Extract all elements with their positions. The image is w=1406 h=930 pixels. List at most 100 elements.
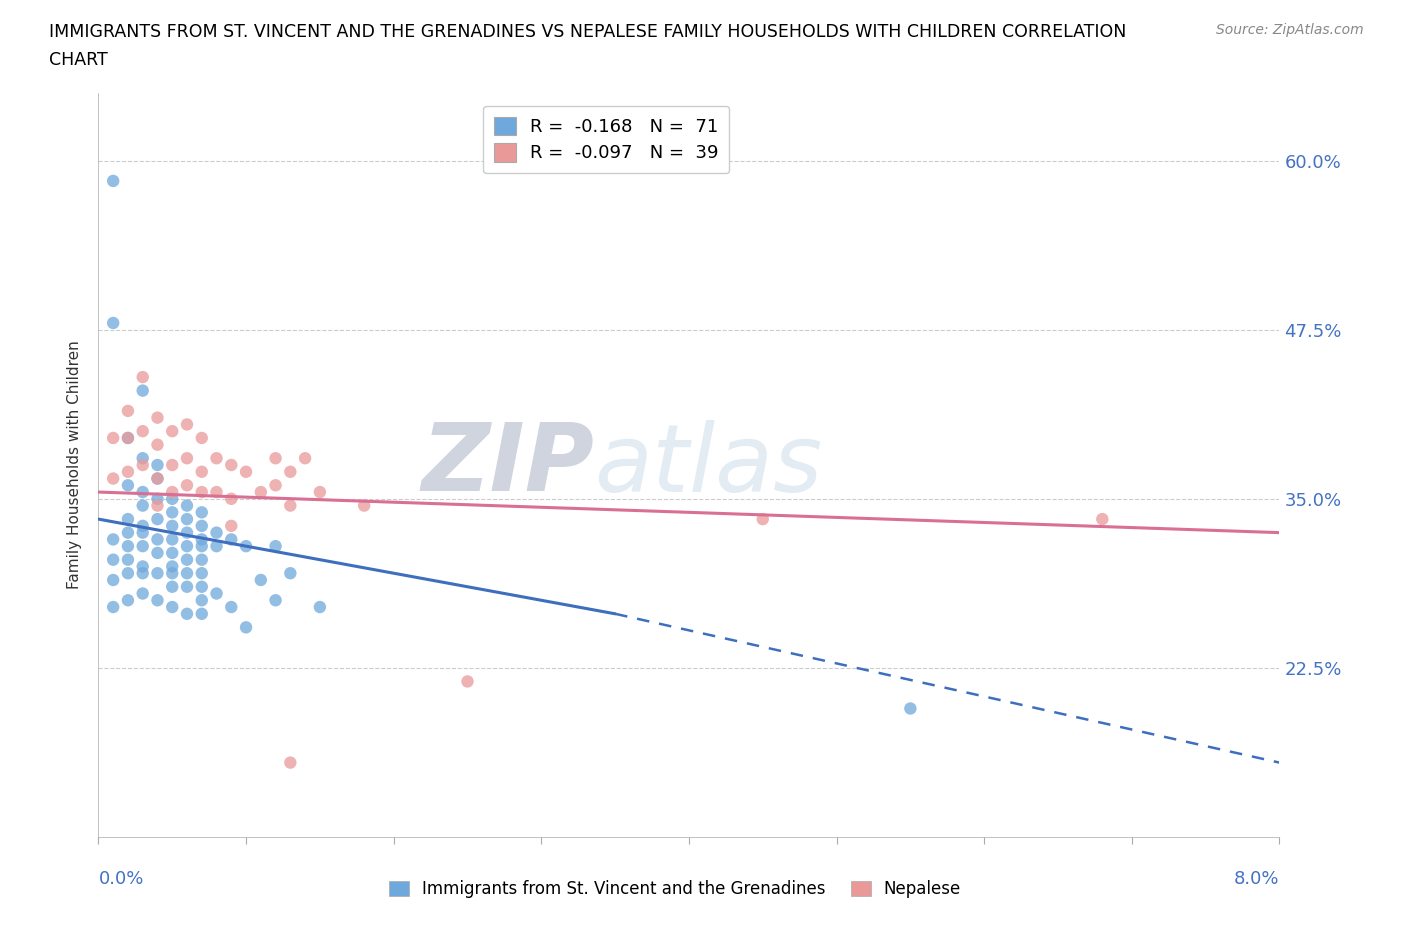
Point: [146, 491, 169, 506]
Point: [191, 518, 214, 533]
Point: [221, 491, 243, 506]
Point: [280, 464, 302, 479]
Point: [191, 431, 214, 445]
Text: atlas: atlas: [595, 419, 823, 511]
Point: [264, 451, 287, 466]
Point: [146, 437, 169, 452]
Point: [162, 518, 183, 533]
Point: [264, 538, 287, 553]
Point: [176, 498, 198, 513]
Point: [205, 485, 228, 499]
Y-axis label: Family Households with Children: Family Households with Children: [67, 340, 83, 590]
Point: [250, 485, 273, 499]
Point: [146, 565, 169, 580]
Point: [280, 498, 302, 513]
Point: [162, 458, 183, 472]
Point: [117, 538, 139, 553]
Point: [176, 538, 198, 553]
Point: [103, 431, 125, 445]
Point: [132, 565, 155, 580]
Point: [132, 451, 155, 466]
Point: [309, 600, 332, 615]
Point: [103, 174, 125, 189]
Point: [146, 472, 169, 486]
Point: [132, 369, 155, 384]
Point: [132, 586, 155, 601]
Point: [132, 525, 155, 540]
Point: [235, 538, 257, 553]
Point: [117, 464, 139, 479]
Point: [264, 592, 287, 607]
Text: CHART: CHART: [49, 51, 108, 69]
Point: [162, 559, 183, 574]
Point: [176, 552, 198, 567]
Point: [162, 565, 183, 580]
Point: [176, 512, 198, 526]
Point: [221, 532, 243, 547]
Point: [117, 512, 139, 526]
Point: [176, 417, 198, 432]
Point: [146, 532, 169, 547]
Text: IMMIGRANTS FROM ST. VINCENT AND THE GRENADINES VS NEPALESE FAMILY HOUSEHOLDS WIT: IMMIGRANTS FROM ST. VINCENT AND THE GREN…: [49, 23, 1126, 41]
Text: 0.0%: 0.0%: [98, 870, 143, 888]
Point: [176, 565, 198, 580]
Point: [162, 579, 183, 594]
Legend: Immigrants from St. Vincent and the Grenadines, Nepalese: Immigrants from St. Vincent and the Gren…: [382, 873, 967, 905]
Point: [132, 498, 155, 513]
Point: [221, 600, 243, 615]
Point: [250, 573, 273, 588]
Point: [162, 424, 183, 439]
Point: [132, 538, 155, 553]
Point: [132, 424, 155, 439]
Point: [103, 573, 125, 588]
Point: [280, 755, 302, 770]
Point: [1091, 512, 1114, 526]
Point: [146, 592, 169, 607]
Point: [191, 552, 214, 567]
Point: [146, 512, 169, 526]
Point: [176, 579, 198, 594]
Point: [162, 600, 183, 615]
Point: [162, 505, 183, 520]
Point: [191, 592, 214, 607]
Point: [191, 464, 214, 479]
Point: [294, 451, 316, 466]
Point: [132, 485, 155, 499]
Point: [146, 498, 169, 513]
Point: [353, 498, 375, 513]
Point: [117, 565, 139, 580]
Point: [117, 478, 139, 493]
Point: [162, 546, 183, 561]
Point: [146, 458, 169, 472]
Point: [191, 538, 214, 553]
Point: [176, 478, 198, 493]
Point: [103, 532, 125, 547]
Point: [117, 525, 139, 540]
Point: [280, 565, 302, 580]
Point: [752, 512, 775, 526]
Point: [205, 586, 228, 601]
Point: [117, 552, 139, 567]
Point: [162, 485, 183, 499]
Point: [221, 458, 243, 472]
Point: [205, 538, 228, 553]
Point: [132, 518, 155, 533]
Point: [132, 559, 155, 574]
Point: [235, 620, 257, 635]
Point: [235, 464, 257, 479]
Point: [146, 546, 169, 561]
Text: ZIP: ZIP: [422, 419, 595, 511]
Point: [221, 518, 243, 533]
Point: [132, 383, 155, 398]
Point: [457, 674, 479, 689]
Text: 8.0%: 8.0%: [1234, 870, 1279, 888]
Point: [309, 485, 332, 499]
Text: Source: ZipAtlas.com: Source: ZipAtlas.com: [1216, 23, 1364, 37]
Point: [264, 478, 287, 493]
Point: [162, 491, 183, 506]
Point: [117, 431, 139, 445]
Point: [103, 552, 125, 567]
Point: [117, 592, 139, 607]
Point: [176, 606, 198, 621]
Legend: R =  -0.168   N =  71, R =  -0.097   N =  39: R = -0.168 N = 71, R = -0.097 N = 39: [484, 106, 730, 173]
